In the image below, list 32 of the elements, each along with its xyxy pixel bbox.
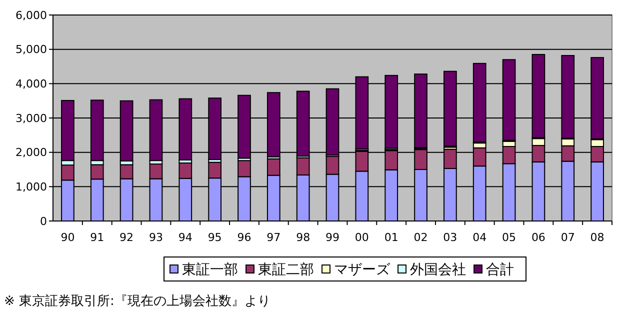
legend-label: マザーズ <box>334 262 391 278</box>
x-tick-label: 97 <box>266 231 281 244</box>
x-tick-label: 92 <box>120 231 134 244</box>
x-tick-label: 08 <box>590 231 604 244</box>
x-tick-label: 01 <box>384 231 398 244</box>
y-tick-label: 2,000 <box>16 146 47 160</box>
x-tick-label: 94 <box>178 231 192 244</box>
x-tick-label: 95 <box>208 231 222 244</box>
legend-label: 東証二部 <box>258 262 314 278</box>
x-tick-label: 91 <box>90 231 104 244</box>
x-tick-label: 99 <box>326 231 340 244</box>
x-tick-label: 03 <box>443 231 458 244</box>
x-tick-label: 05 <box>502 231 516 244</box>
legend-label: 東証一部 <box>182 262 238 278</box>
y-tick-label: 1,000 <box>16 180 47 194</box>
y-tick-label: 6,000 <box>16 8 47 22</box>
x-tick-label: 04 <box>472 231 487 244</box>
x-tick-label: 00 <box>354 231 369 244</box>
x-tick-label: 93 <box>148 231 163 244</box>
legend-label: 外国会社 <box>410 262 466 278</box>
x-tick-label: 98 <box>296 231 310 244</box>
y-tick-label: 5,000 <box>16 43 47 56</box>
x-tick-label: 06 <box>531 231 546 244</box>
text: ※ 東京証券取引所:『現在の上場会社数』より <box>4 294 270 309</box>
y-tick-label: 4,000 <box>16 78 47 91</box>
y-tick-label: 0 <box>40 214 47 228</box>
x-tick-label: 02 <box>414 231 428 244</box>
legend-label: 合計 <box>486 262 514 278</box>
x-tick-label: 07 <box>560 231 575 244</box>
x-tick-label: 96 <box>237 231 252 244</box>
y-tick-label: 3,000 <box>16 112 47 125</box>
x-tick-label: 90 <box>60 231 75 244</box>
